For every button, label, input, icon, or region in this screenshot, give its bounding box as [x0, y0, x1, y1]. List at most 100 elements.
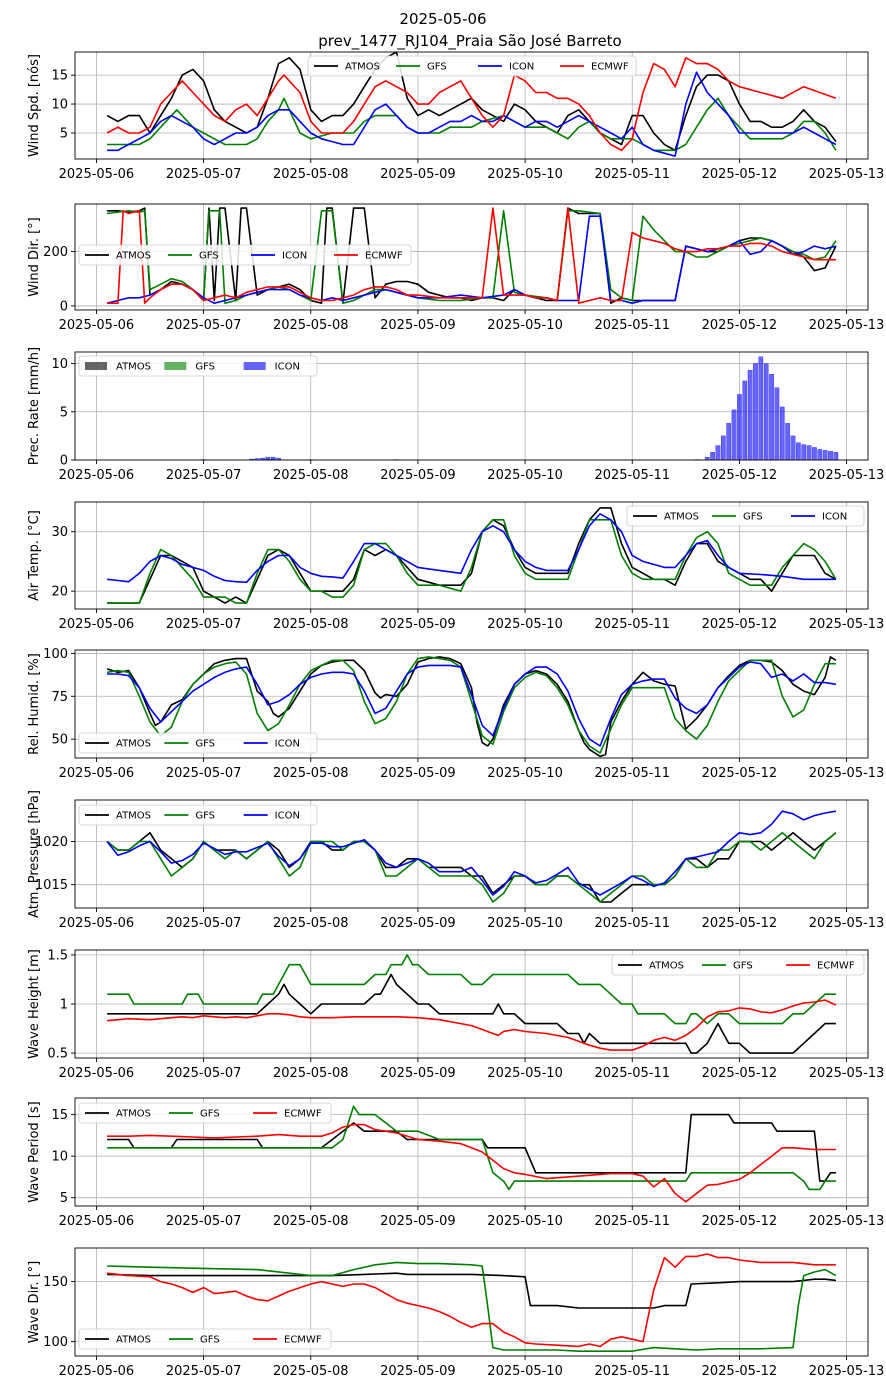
y-tick-label: 0 — [60, 454, 68, 469]
x-tick-label: 2025-05-09 — [380, 916, 456, 931]
bar-icon — [704, 456, 710, 460]
x-tick-label: 2025-05-12 — [702, 766, 778, 781]
plot-area — [107, 507, 837, 604]
plot-area — [106, 52, 837, 157]
x-tick-label: 2025-05-08 — [273, 766, 349, 781]
y-tick-label: 5 — [60, 126, 68, 141]
x-tick-label: 2025-05-12 — [702, 1364, 778, 1379]
y-tick-label: 10 — [51, 357, 68, 372]
bar-icon — [710, 452, 715, 460]
plot-area — [107, 954, 837, 1054]
bar-icon — [785, 423, 790, 460]
legend-label: ECMWF — [591, 62, 629, 73]
legend-box — [78, 355, 318, 377]
x-tick-label: 2025-05-10 — [487, 766, 563, 781]
series-line-icon — [107, 71, 837, 157]
plot-area — [106, 810, 837, 903]
x-tick-label: 2025-05-08 — [273, 318, 349, 333]
panel-8: 5 10 15 2025-05-06 2025-05-07 2025-05-08 2025-… — [27, 1097, 885, 1229]
legend-label: GFS — [743, 512, 763, 523]
x-tick-label: 2025-05-13 — [809, 468, 885, 483]
y-axis-label: Rel. Humid. [%] — [27, 653, 42, 755]
y-tick-label: 10 — [51, 98, 68, 113]
x-tick-label: 2025-05-10 — [487, 1214, 563, 1229]
series-line-icon — [107, 661, 837, 747]
x-tick-label: 2025-05-10 — [487, 468, 563, 483]
plot-area — [201, 356, 839, 460]
x-tick-label: 2025-05-12 — [702, 468, 778, 483]
series-line-gfs — [107, 1261, 837, 1352]
x-tick-label: 2025-05-11 — [594, 318, 670, 333]
x-tick-label: 2025-05-13 — [809, 617, 885, 632]
x-tick-label: 2025-05-13 — [809, 1066, 885, 1081]
series-line-gfs — [107, 954, 836, 1025]
x-tick-label: 2025-05-11 — [594, 1364, 670, 1379]
panel-5: 50 75 100 2025-05-06 2025-05-07 2025-05-08 202… — [27, 647, 884, 781]
legend-box — [626, 505, 865, 527]
y-axis-label: Wave Period [s] — [27, 1101, 42, 1202]
x-tick-label: 2025-05-11 — [594, 916, 670, 931]
plot-frame — [74, 649, 869, 759]
bar-icon — [779, 406, 785, 460]
y-axis-label: Prec. Rate [mm/h] — [27, 347, 42, 465]
series-line-gfs — [106, 656, 836, 754]
panel-2: 0 200 2025-05-06 2025-05-07 2025-05-08 2025-0… — [27, 203, 884, 333]
plot-area — [107, 1253, 837, 1352]
legend: ATMOS GFS ICON — [78, 732, 318, 754]
series-line-ecmwf — [107, 1253, 836, 1348]
x-tick-label: 2025-05-08 — [273, 1214, 349, 1229]
bar-icon — [276, 457, 281, 460]
plot-frame — [74, 1097, 869, 1207]
x-tick-label: 2025-05-06 — [59, 167, 135, 182]
legend-label: GFS — [199, 251, 219, 262]
y-tick-label: 1020 — [35, 835, 68, 850]
bar-icon — [796, 442, 801, 460]
legend-box — [611, 954, 865, 976]
x-tick-label: 2025-05-09 — [380, 318, 456, 333]
y-tick-label: 150 — [43, 1275, 68, 1290]
x-tick-label: 2025-05-11 — [594, 468, 670, 483]
y-tick-label: 50 — [51, 733, 68, 748]
legend-label: ATMOS — [664, 512, 699, 523]
x-tick-label: 2025-05-07 — [166, 916, 242, 931]
x-tick-label: 2025-05-10 — [487, 1066, 563, 1081]
x-tick-label: 2025-05-10 — [487, 617, 563, 632]
panel-3: 0 5 10 2025-05-06 2025-05-07 2025-05-08 2025-0… — [27, 347, 884, 483]
legend-label: ICON — [822, 512, 847, 523]
bar-icon — [763, 363, 769, 460]
x-tick-label: 2025-05-06 — [59, 1214, 135, 1229]
legend-label: GFS — [195, 362, 215, 373]
bar-icon — [747, 370, 753, 460]
legend-label: ICON — [275, 811, 300, 822]
x-tick-label: 2025-05-07 — [166, 1214, 242, 1229]
bar-icon — [270, 456, 276, 460]
x-tick-label: 2025-05-09 — [380, 167, 456, 182]
x-tick-label: 2025-05-07 — [166, 167, 242, 182]
panel-6: 1015 1020 2025-05-06 2025-05-07 2025-05-08 20… — [27, 790, 884, 931]
y-tick-label: 15 — [51, 69, 68, 84]
x-tick-label: 2025-05-12 — [702, 1066, 778, 1081]
legend: ATMOS GFS ICON ECMWF — [78, 244, 412, 266]
x-tick-label: 2025-05-09 — [380, 1364, 456, 1379]
y-tick-label: 1015 — [35, 878, 68, 893]
y-tick-label: 10 — [51, 1150, 68, 1165]
x-tick-label: 2025-05-06 — [59, 916, 135, 931]
x-tick-label: 2025-05-11 — [594, 1066, 670, 1081]
series-line-ecmwf — [107, 1123, 836, 1203]
x-tick-label: 2025-05-13 — [809, 1214, 885, 1229]
plot-frame — [74, 51, 869, 160]
x-tick-label: 2025-05-06 — [59, 766, 135, 781]
x-tick-label: 2025-05-13 — [809, 766, 885, 781]
legend-swatch — [85, 362, 107, 370]
legend-label: ICON — [509, 62, 534, 73]
series-line-ecmwf — [107, 999, 837, 1051]
plot-area — [106, 656, 837, 758]
legend-label: ATMOS — [116, 1335, 151, 1346]
legend-label: GFS — [733, 961, 753, 972]
x-tick-label: 2025-05-11 — [594, 766, 670, 781]
x-tick-label: 2025-05-08 — [273, 617, 349, 632]
legend-label: GFS — [195, 739, 215, 750]
bar-icon — [721, 435, 726, 460]
x-tick-label: 2025-05-09 — [380, 468, 456, 483]
